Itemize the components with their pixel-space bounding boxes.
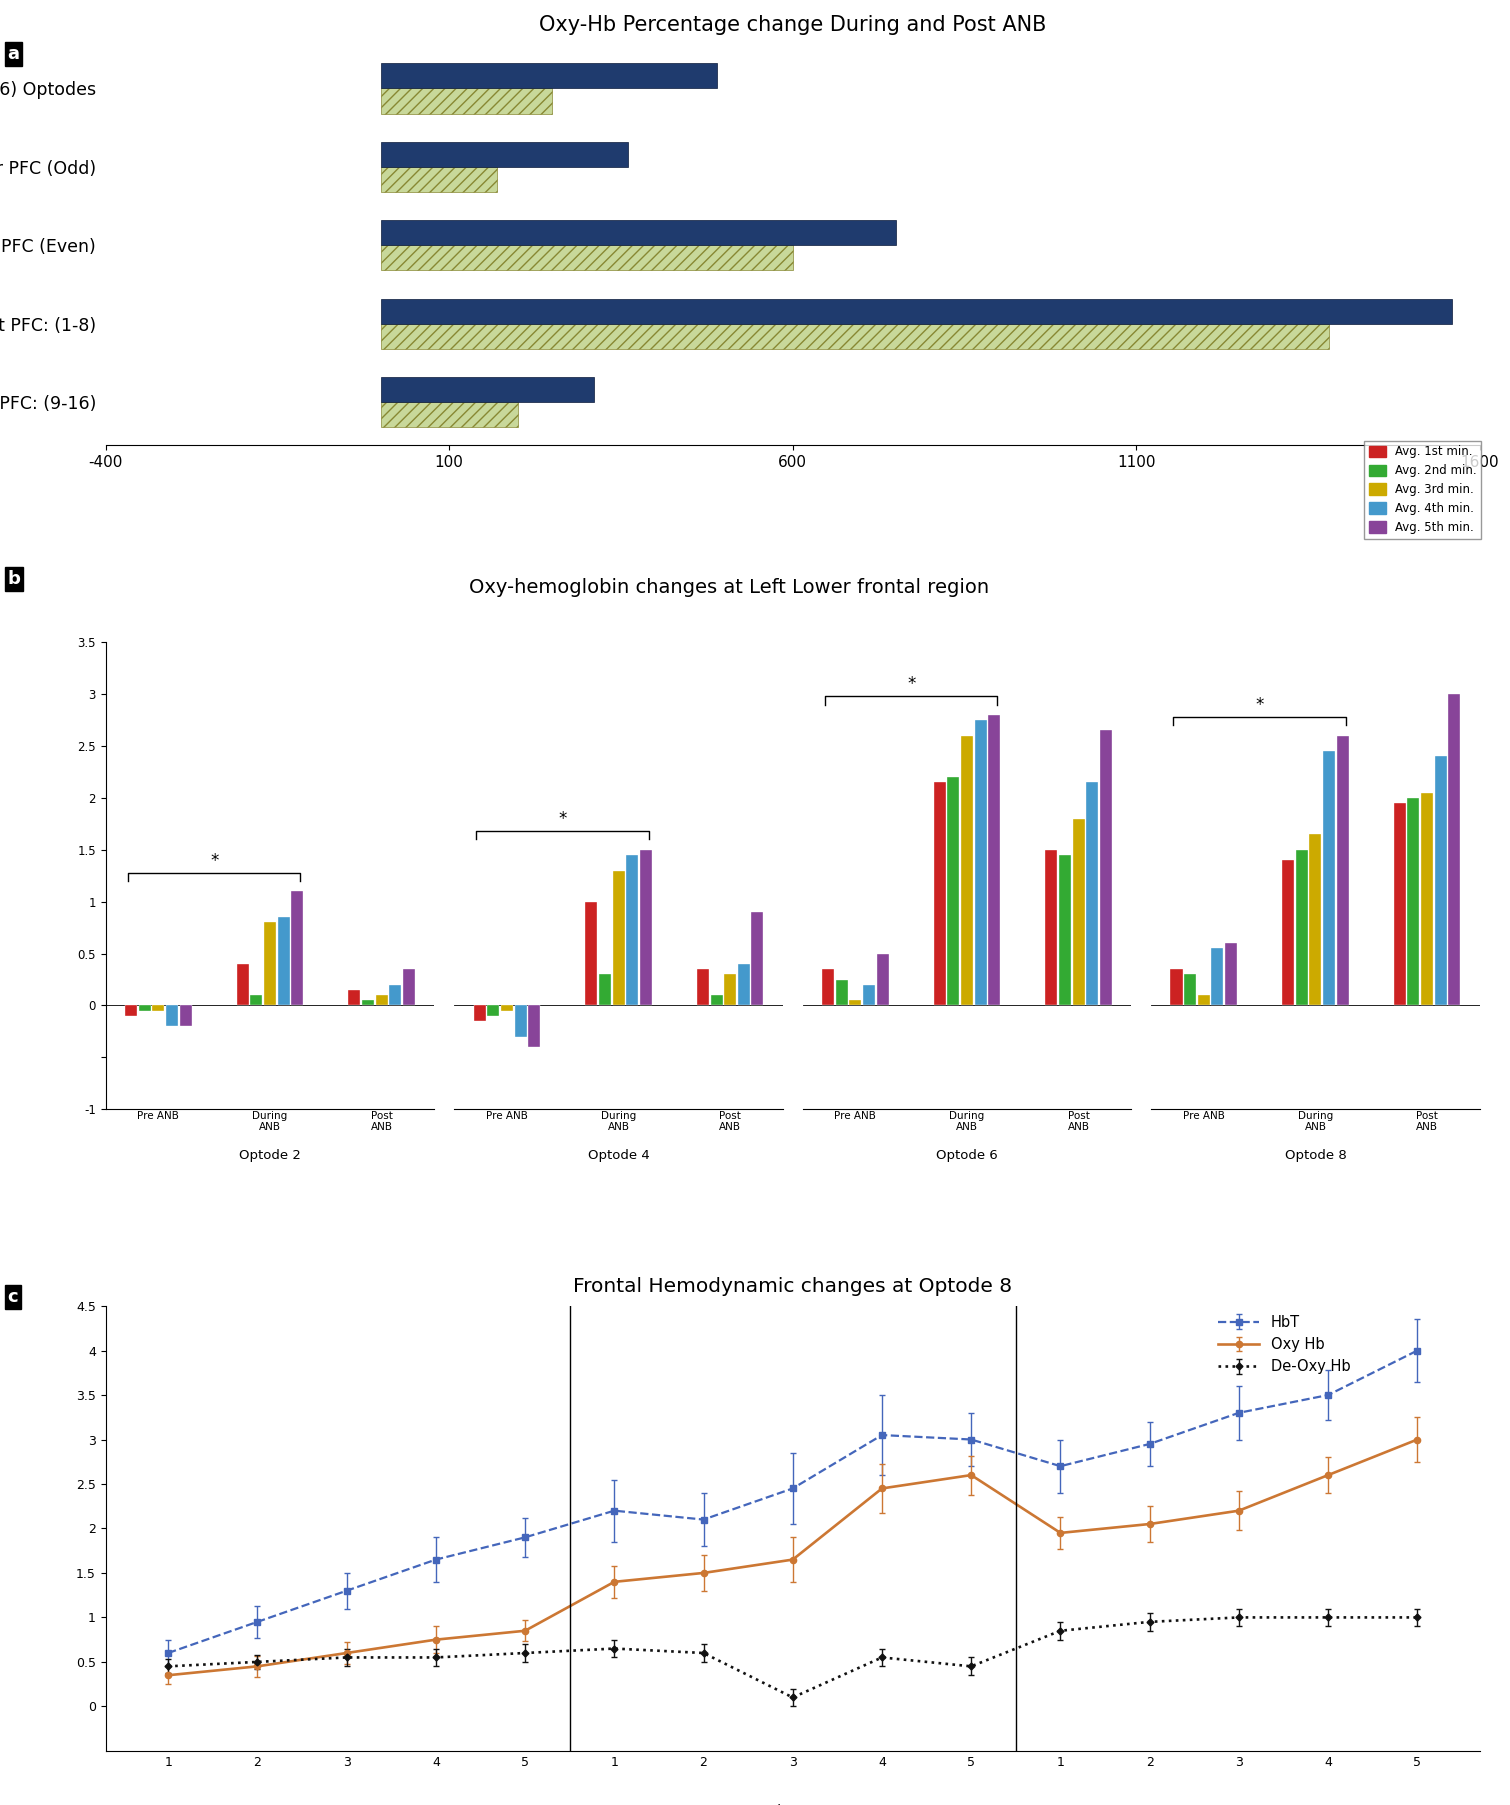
Title: Oxy-Hb Percentage change During and Post ANB: Oxy-Hb Percentage change During and Post… [539,14,1046,36]
Bar [1282,861,1294,1005]
Bar [821,969,834,1005]
Bar [381,403,518,428]
Bar [1394,803,1406,1005]
Bar [1197,995,1210,1005]
Bar [1296,850,1308,1005]
Text: c: c [8,1289,18,1307]
Bar [1225,944,1237,1005]
Text: *: * [1255,697,1264,713]
Bar [711,995,722,1005]
Bar [381,245,793,271]
Bar [125,1005,137,1016]
Bar [1309,834,1321,1005]
Bar [1336,736,1348,1005]
Bar [349,989,361,1005]
Bar [1059,856,1071,1005]
Bar [1099,731,1111,1005]
Text: *: * [559,810,566,828]
Text: *: * [908,675,915,693]
Bar [1211,948,1223,1005]
Bar [381,63,717,88]
Bar [1434,756,1447,1005]
Bar [1323,751,1335,1005]
Text: Optode 2: Optode 2 [239,1148,300,1162]
Bar [1448,695,1460,1005]
Bar [264,922,276,1005]
Bar [1170,969,1182,1005]
Bar [403,969,415,1005]
Bar [501,1005,513,1011]
Bar [237,964,249,1005]
Bar [947,778,959,1005]
Bar [738,964,750,1005]
Bar [381,298,1453,323]
Bar [390,986,402,1005]
Bar [180,1005,192,1027]
Bar [752,912,764,1005]
Text: Oxy-hemoglobin changes at Left Lower frontal region: Oxy-hemoglobin changes at Left Lower fro… [470,578,989,597]
Bar [153,1005,165,1011]
Bar [474,1005,486,1022]
Bar [376,995,388,1005]
Bar [613,870,625,1005]
Bar [362,1000,374,1005]
Bar [528,1005,541,1047]
Bar [381,377,593,403]
Bar [849,1000,861,1005]
Bar [627,856,639,1005]
Bar [291,892,304,1005]
Bar [381,323,1329,348]
Bar [864,986,874,1005]
Text: Optode 6: Optode 6 [936,1148,998,1162]
Bar [640,850,652,1005]
Bar [586,902,598,1005]
Bar [251,995,263,1005]
Bar [381,143,628,166]
Text: Optode 8: Optode 8 [1285,1148,1347,1162]
Text: a: a [8,45,20,63]
Bar [1072,819,1084,1005]
Bar [599,975,612,1005]
Bar [139,1005,151,1011]
Bar [960,736,972,1005]
Bar [515,1005,527,1036]
Bar [381,166,497,191]
Bar [1184,975,1196,1005]
Text: Optode 4: Optode 4 [587,1148,649,1162]
Bar [166,1005,178,1027]
Bar [835,980,847,1005]
Bar [1086,782,1098,1005]
Legend: HbT, Oxy Hb, De-Oxy Hb: HbT, Oxy Hb, De-Oxy Hb [1213,1309,1356,1381]
Text: *: * [210,852,219,870]
Title: Frontal Hemodynamic changes at Optode 8: Frontal Hemodynamic changes at Optode 8 [574,1278,1012,1296]
Bar [933,782,945,1005]
Bar [488,1005,500,1016]
Bar [974,720,986,1005]
Bar [988,715,1000,1005]
Bar [877,953,888,1005]
Bar [698,969,708,1005]
Legend: Avg. 1st min., Avg. 2nd min., Avg. 3rd min., Avg. 4th min., Avg. 5th min.: Avg. 1st min., Avg. 2nd min., Avg. 3rd m… [1365,440,1481,538]
Bar [381,88,553,114]
Bar [1407,798,1419,1005]
Bar [1045,850,1057,1005]
Text: b: b [8,570,21,588]
Bar [381,220,895,245]
Bar [1421,792,1433,1005]
Bar [278,917,290,1005]
Bar [725,975,737,1005]
